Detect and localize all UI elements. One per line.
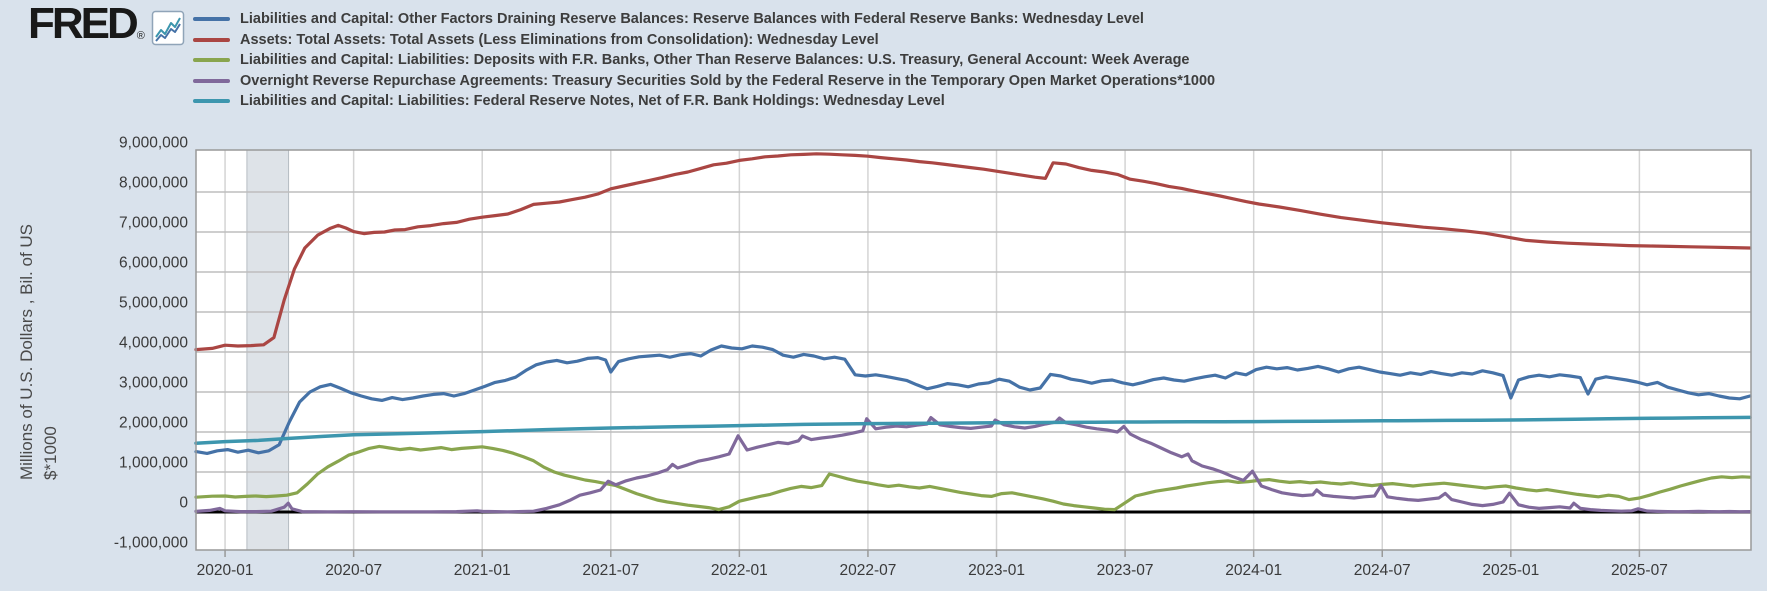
legend-label: Liabilities and Capital: Liabilities: Fe…: [240, 93, 945, 110]
x-tick-label: 2025-07: [1611, 562, 1668, 579]
x-tick-label: 2021-07: [582, 562, 639, 579]
legend-swatch-icon: [193, 78, 230, 83]
legend: Liabilities and Capital: Other Factors D…: [193, 9, 1215, 112]
legend-swatch-icon: [193, 17, 230, 22]
y-tick-label: 8,000,000: [119, 175, 188, 192]
fred-sparkline-icon: [151, 10, 185, 51]
fred-logo-text: FRED: [28, 0, 139, 48]
y-tick-label: 2,000,000: [119, 415, 188, 432]
y-tick-label: 0: [179, 495, 188, 512]
x-tick-label: 2020-07: [325, 562, 382, 579]
y-tick-label: 3,000,000: [119, 375, 188, 392]
registered-trademark-icon: ®: [136, 30, 145, 42]
x-tick-label: 2024-01: [1225, 562, 1282, 579]
series-line-1[interactable]: [194, 344, 1752, 455]
x-tick-label: 2023-01: [968, 562, 1025, 579]
series-line-3[interactable]: [194, 444, 1752, 512]
x-tick-label: 2025-01: [1482, 562, 1539, 579]
legend-swatch-icon: [193, 99, 230, 104]
legend-label: Liabilities and Capital: Liabilities: De…: [240, 52, 1190, 69]
y-tick-label: -1,000,000: [114, 535, 188, 552]
x-tick-label: 2023-07: [1097, 562, 1154, 579]
x-tick-label: 2024-07: [1354, 562, 1411, 579]
y-tick-label: 6,000,000: [119, 255, 188, 272]
fred-logo[interactable]: FRED ®: [28, 2, 185, 51]
plot-background: [196, 150, 1751, 550]
series-line-5[interactable]: [194, 415, 1752, 445]
legend-label: Liabilities and Capital: Other Factors D…: [240, 11, 1144, 28]
legend-item: Overnight Reverse Repurchase Agreements:…: [193, 71, 1215, 92]
legend-swatch-icon: [193, 37, 230, 42]
legend-swatch-icon: [193, 58, 230, 63]
x-tick-label: 2022-01: [711, 562, 768, 579]
x-tick-label: 2021-01: [454, 562, 511, 579]
y-tick-label: 4,000,000: [119, 335, 188, 352]
x-tick-label: 2022-07: [839, 562, 896, 579]
x-tick-label: 2020-01: [197, 562, 254, 579]
y-tick-label: 7,000,000: [119, 215, 188, 232]
y-tick-label: 1,000,000: [119, 455, 188, 472]
series-line-2[interactable]: [194, 152, 1752, 352]
y-tick-label: 9,000,000: [119, 135, 188, 152]
recession-band: [246, 150, 289, 550]
legend-item: Liabilities and Capital: Liabilities: De…: [193, 50, 1215, 71]
legend-item: Assets: Total Assets: Total Assets (Less…: [193, 30, 1215, 51]
legend-label: Assets: Total Assets: Total Assets (Less…: [240, 31, 879, 48]
plot-border: [195, 149, 1752, 551]
legend-item: Liabilities and Capital: Liabilities: Fe…: [193, 91, 1215, 112]
y-tick-label: 5,000,000: [119, 295, 188, 312]
legend-label: Overnight Reverse Repurchase Agreements:…: [240, 72, 1216, 89]
legend-item: Liabilities and Capital: Other Factors D…: [193, 9, 1215, 30]
